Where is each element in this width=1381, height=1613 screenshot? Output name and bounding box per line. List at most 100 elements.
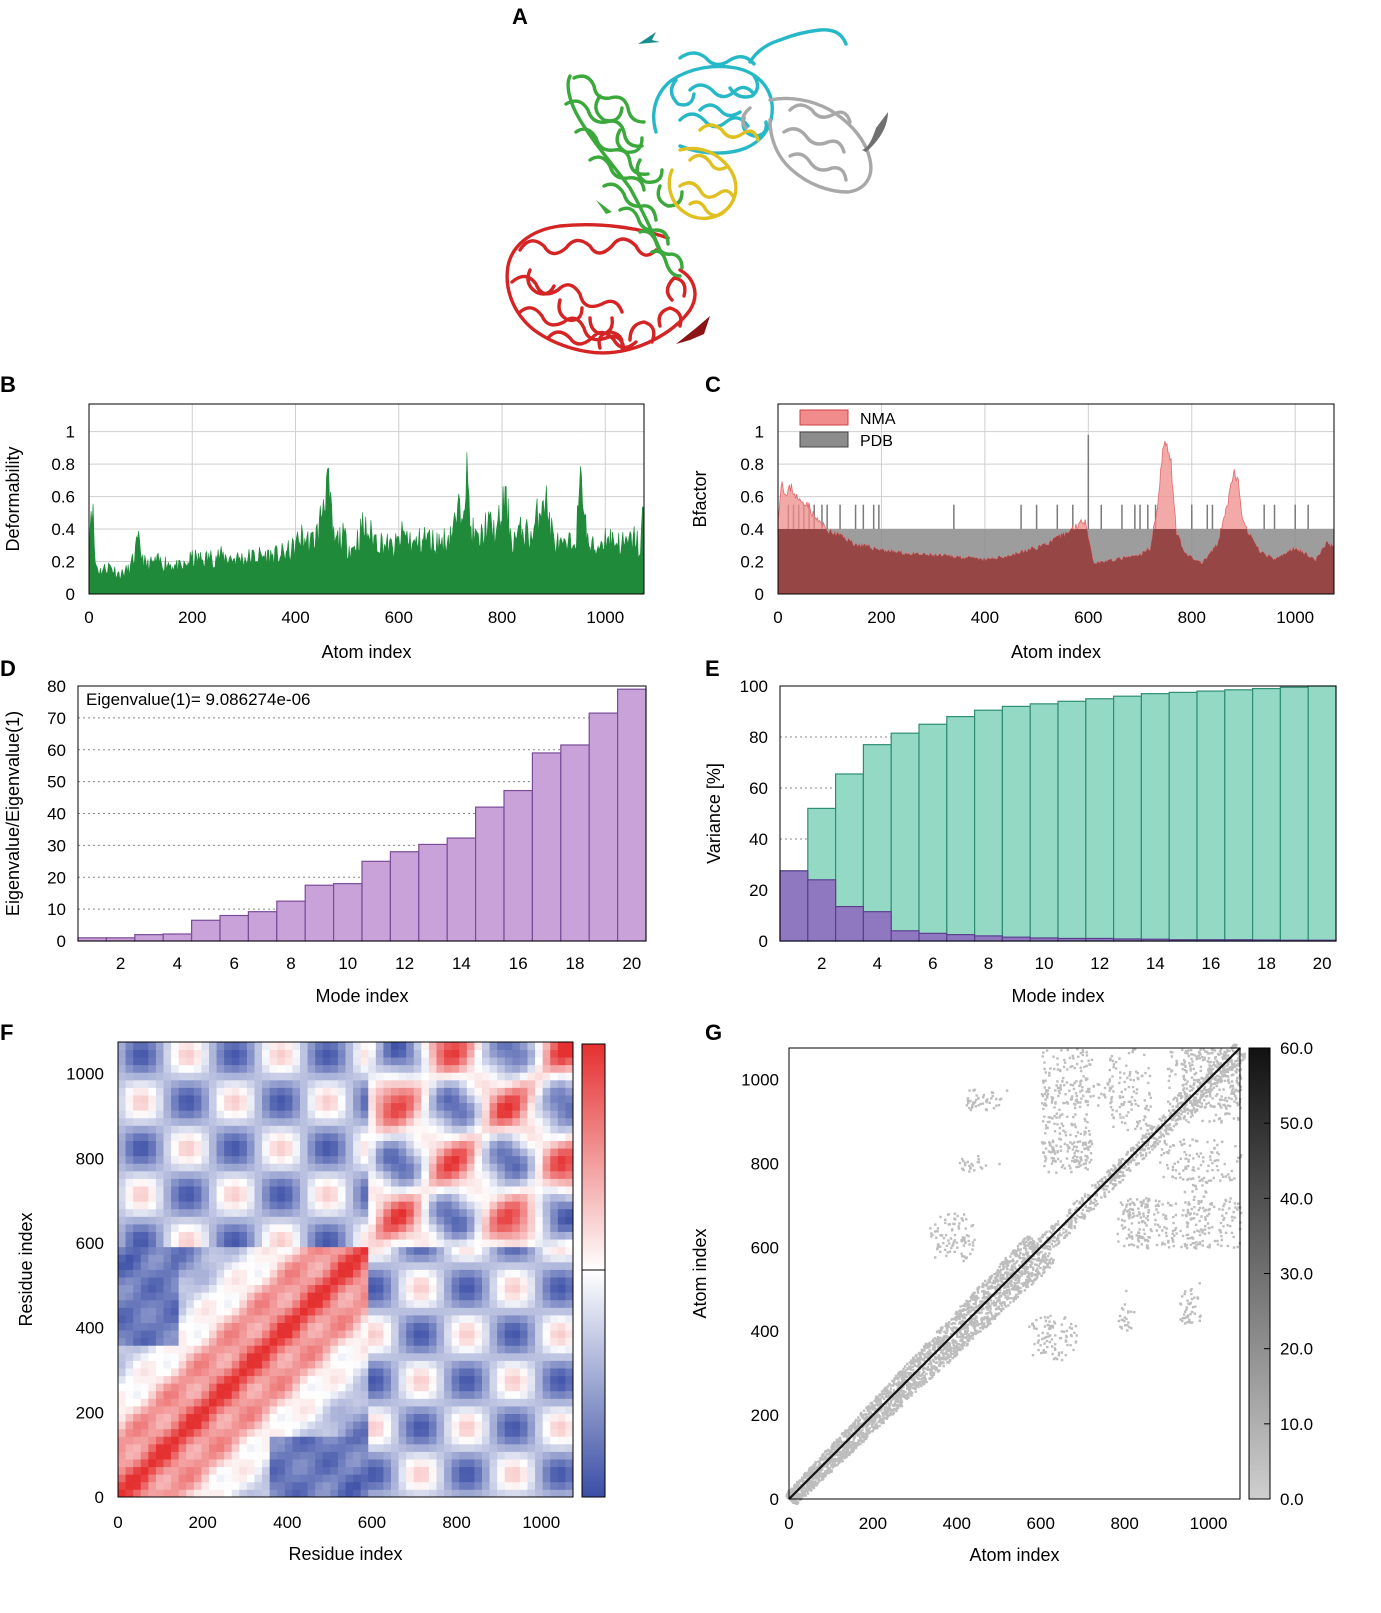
f-heat-cell: [466, 1102, 475, 1111]
f-heat-cell: [497, 1072, 506, 1081]
f-heat-cell: [353, 1155, 362, 1164]
f-heat-cell: [239, 1398, 248, 1407]
f-heat-cell: [262, 1201, 271, 1210]
f-ytick-label: 800: [76, 1149, 104, 1168]
f-heat-cell: [300, 1102, 308, 1111]
f-heat-cell: [322, 1125, 331, 1134]
f-heat-cell: [186, 1216, 195, 1225]
f-heat-cell: [262, 1360, 271, 1369]
f-heat-cell: [406, 1360, 415, 1369]
f-heat-cell: [277, 1436, 286, 1445]
f-heat-cell: [406, 1087, 415, 1096]
f-heat-cell: [474, 1186, 483, 1195]
f-heat-cell: [254, 1057, 263, 1066]
f-heat-cell: [216, 1049, 225, 1058]
f-heat-cell: [527, 1345, 536, 1354]
f-heat-cell: [353, 1102, 362, 1111]
f-heat-cell: [504, 1489, 513, 1498]
f-heat-cell: [330, 1451, 339, 1460]
f-heat-cell: [360, 1292, 369, 1301]
f-heat-cell: [375, 1307, 384, 1316]
f-heat-cell: [482, 1390, 490, 1399]
f-heat-cell: [254, 1110, 263, 1119]
f-heat-cell: [178, 1087, 187, 1096]
f-heat-cell: [330, 1352, 339, 1361]
f-heat-cell: [171, 1360, 180, 1369]
f-heat-cell: [421, 1451, 430, 1460]
f-heat-cell: [497, 1140, 506, 1149]
f-heat-cell: [527, 1224, 536, 1232]
f-heat-cell: [565, 1360, 574, 1369]
f-heat-cell: [216, 1421, 225, 1430]
f-heat-cell: [550, 1277, 559, 1286]
f-heat-cell: [315, 1307, 324, 1316]
f-heat-cell: [383, 1337, 392, 1346]
f-heat-cell: [406, 1261, 415, 1270]
f-heat-cell: [163, 1201, 172, 1210]
f-heat-cell: [519, 1163, 528, 1172]
f-heat-cell: [140, 1330, 149, 1339]
f-heat-cell: [383, 1459, 392, 1468]
f-heat-cell: [337, 1216, 346, 1225]
f-heat-cell: [368, 1413, 377, 1422]
f-heat-cell: [504, 1049, 513, 1058]
f-heat-cell: [375, 1406, 384, 1414]
f-heat-cell: [231, 1489, 240, 1498]
f-heat-cell: [254, 1315, 263, 1323]
g-ylabel: Atom index: [690, 1228, 710, 1318]
f-heat-cell: [284, 1193, 293, 1202]
f-heat-cell: [391, 1330, 399, 1339]
f-heat-cell: [201, 1489, 210, 1498]
f-heat-cell: [171, 1095, 180, 1104]
f-heat-cell: [368, 1390, 377, 1399]
f-heat-cell: [307, 1360, 316, 1369]
f-heat-cell: [413, 1337, 422, 1346]
f-heat-cell: [527, 1102, 536, 1111]
d-bar: [162, 933, 193, 942]
f-heat-cell: [269, 1231, 278, 1240]
f-heat-cell: [277, 1208, 286, 1217]
d-ytick-label: 10: [47, 900, 66, 919]
f-heat-cell: [216, 1481, 225, 1490]
f-heat-cell: [413, 1299, 422, 1308]
f-heat-cell: [527, 1375, 536, 1384]
f-heat-cell: [277, 1193, 286, 1202]
f-heat-cell: [322, 1072, 331, 1081]
f-heat-cell: [451, 1163, 460, 1172]
f-heat-cell: [246, 1125, 255, 1134]
f-heat-cell: [269, 1428, 278, 1437]
f-heat-cell: [246, 1330, 255, 1339]
f-heat-cell: [557, 1216, 566, 1225]
f-heat-cell: [155, 1421, 164, 1430]
f-heat-cell: [436, 1170, 445, 1179]
f-heat-cell: [224, 1042, 233, 1050]
f-heat-cell: [284, 1117, 293, 1126]
f-heat-cell: [231, 1170, 240, 1179]
f-heat-cell: [557, 1072, 566, 1081]
f-heat-cell: [209, 1079, 217, 1088]
f-heat-cell: [466, 1201, 475, 1210]
f-heat-cell: [178, 1443, 187, 1452]
f-heat-cell: [504, 1064, 513, 1073]
f-heat-cell: [148, 1216, 157, 1225]
f-heat-cell: [224, 1368, 233, 1377]
f-heat-cell: [489, 1216, 498, 1225]
f-heat-cell: [330, 1459, 339, 1468]
f-heat-cell: [391, 1481, 399, 1490]
f-heat-cell: [398, 1459, 407, 1468]
f-heat-cell: [360, 1489, 369, 1498]
f-heat-cell: [292, 1428, 301, 1437]
f-heat-cell: [337, 1224, 346, 1232]
f-heat-cell: [133, 1057, 142, 1066]
f-heat-cell: [421, 1125, 430, 1134]
e-bar-individual: [890, 930, 920, 942]
f-heat-cell: [224, 1489, 233, 1498]
f-heat-cell: [307, 1292, 316, 1301]
f-heat-cell: [391, 1459, 399, 1468]
f-heat-cell: [284, 1390, 293, 1399]
f-heat-cell: [428, 1330, 437, 1339]
f-heat-cell: [216, 1246, 225, 1255]
f-heat-cell: [277, 1330, 286, 1339]
f-heat-cell: [535, 1102, 544, 1111]
f-heat-cell: [550, 1489, 559, 1498]
